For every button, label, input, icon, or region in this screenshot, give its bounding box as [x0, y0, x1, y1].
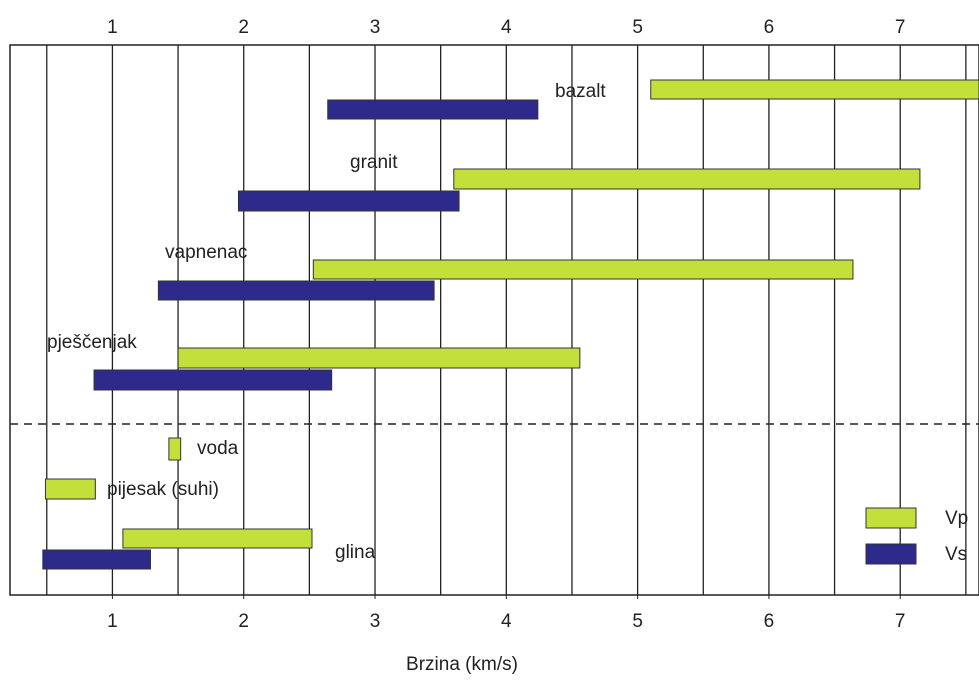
x-tick-label-top: 3 [370, 17, 381, 38]
range-bar [650, 79, 979, 100]
x-tick-label-top: 7 [895, 17, 906, 38]
range-bar [93, 369, 333, 391]
legend-swatch [865, 543, 917, 565]
plot-frame [9, 44, 979, 596]
range-bar [177, 347, 581, 369]
range-bar [122, 528, 313, 549]
category-label: voda [197, 438, 239, 459]
category-label: glina [335, 542, 376, 563]
category-label: bazalt [555, 81, 606, 102]
x-tick-label-top: 2 [238, 17, 249, 38]
range-bar [312, 259, 854, 280]
range-bar [44, 478, 96, 500]
x-tick-label: 6 [764, 611, 775, 632]
x-tick-label-top: 1 [107, 17, 118, 38]
category-label: vapnenac [165, 242, 247, 263]
x-tick-label-top: 4 [501, 17, 512, 38]
category-label: pijesak (suhi) [107, 479, 219, 500]
range-bar [327, 99, 539, 120]
x-tick-label: 7 [895, 611, 906, 632]
range-bar [453, 168, 921, 190]
range-bar [157, 280, 435, 301]
range-bar [237, 190, 460, 212]
legend-swatch [865, 507, 917, 529]
legend-label: Vs [945, 544, 967, 565]
x-tick-label: 3 [370, 611, 381, 632]
category-label: pješčenjak [47, 332, 137, 353]
x-tick-label: 2 [238, 611, 249, 632]
legend-label: Vp [945, 508, 968, 529]
range-bar [42, 549, 151, 570]
x-axis-title: Brzina (km/s) [406, 654, 518, 675]
x-tick-label: 5 [632, 611, 643, 632]
x-tick-label-top: 5 [632, 17, 643, 38]
category-label: granit [350, 152, 398, 173]
x-tick-label: 1 [107, 611, 118, 632]
x-tick-label: 4 [501, 611, 512, 632]
range-bar [168, 437, 182, 461]
x-tick-label-top: 6 [764, 17, 775, 38]
